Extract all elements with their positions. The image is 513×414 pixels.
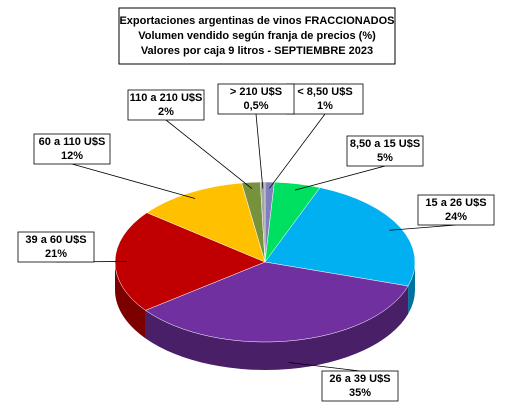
title-box: [118, 7, 396, 65]
value-label: 21%: [45, 248, 67, 260]
category-label: 15 a 26 U$S: [425, 197, 486, 209]
label-box: [127, 89, 205, 121]
value-label: 5%: [377, 152, 393, 164]
chart-subtitle: Volumen vendido según franja de precios …: [138, 30, 376, 42]
label-box: [417, 194, 495, 226]
leader-line: [389, 224, 457, 231]
category-label: 39 a 60 U$S: [25, 234, 86, 246]
value-label: 0,5%: [243, 100, 268, 112]
slice: [144, 261, 409, 343]
label-box: [33, 133, 111, 165]
chart-title: Exportaciones argentinas de vinos FRACCI…: [119, 15, 394, 27]
slice-side: [115, 262, 146, 339]
leader-line: [268, 113, 326, 189]
leader-line: [71, 163, 196, 199]
label-box: [17, 231, 95, 263]
leader-line: [294, 165, 386, 191]
slice: [146, 182, 266, 263]
leader-line: [255, 113, 264, 189]
category-label: 8,50 a 15 U$S: [350, 138, 420, 150]
label-box: [346, 135, 424, 167]
chart-subtitle: Valores por caja 9 litros - SEPTIEMBRE 2…: [141, 45, 373, 57]
leader-line: [288, 362, 361, 372]
leader-line: [165, 119, 253, 190]
value-label: 35%: [349, 387, 371, 399]
label-box: [321, 370, 399, 402]
category-label: 60 a 110 U$S: [39, 136, 106, 148]
category-label: < 8,50 U$S: [297, 86, 352, 98]
category-label: 26 a 39 U$S: [329, 373, 390, 385]
slice-side: [145, 286, 409, 371]
value-label: 2%: [158, 106, 174, 118]
category-label: > 210 U$S: [230, 86, 282, 98]
label-box: [217, 83, 295, 115]
category-label: 110 a 210 U$S: [130, 92, 203, 104]
value-label: 12%: [61, 150, 83, 162]
slice: [264, 187, 416, 287]
value-label: 24%: [445, 211, 467, 223]
value-label: 1%: [317, 100, 333, 112]
